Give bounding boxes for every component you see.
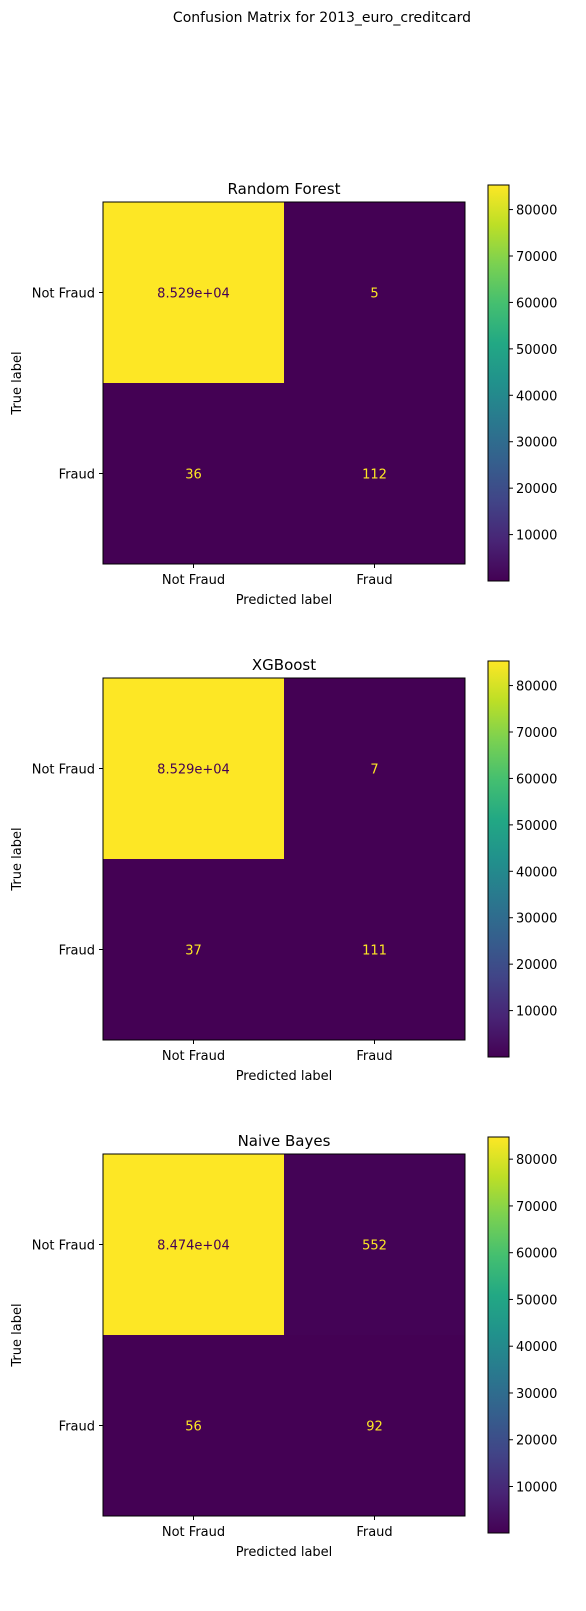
x-tick-label: Fraud (356, 573, 392, 588)
colorbar-tick-label: 30000 (516, 912, 557, 927)
confusion-matrix-panel: Naive Bayes 8.474e+04 552 56 92 Not Fraud Frau… (10, 1132, 557, 1560)
colorbar-tick-label: 40000 (516, 865, 557, 880)
x-tick-label: Not Fraud (162, 1049, 225, 1064)
cell-value-label: 36 (185, 468, 202, 483)
matrix-cell (103, 202, 284, 383)
cell-value-label: 37 (185, 944, 202, 959)
colorbar-tick-label: 10000 (516, 1480, 557, 1495)
matrix-cell (103, 383, 284, 564)
cell-value-label: 92 (366, 1420, 383, 1435)
axes-frame (102, 677, 466, 1041)
y-tick-label: Fraud (59, 1420, 95, 1435)
x-tick-label: Fraud (356, 1525, 392, 1540)
colorbar (487, 184, 510, 582)
colorbar-tick-label: 30000 (516, 1387, 557, 1402)
y-axis-label: True label (10, 351, 25, 415)
colorbar (487, 1136, 510, 1534)
colorbar-tick-label: 40000 (516, 1340, 557, 1355)
colorbar-tick-label: 50000 (516, 1293, 557, 1308)
colorbar-tick-label: 70000 (516, 250, 557, 265)
colorbar-tick-label: 80000 (516, 680, 557, 695)
x-tick-label: Fraud (356, 1049, 392, 1064)
colorbar-tick-label: 70000 (516, 1200, 557, 1215)
panel-title: Random Forest (228, 180, 341, 198)
matrix-cell (103, 678, 284, 859)
x-tick-label: Not Fraud (162, 573, 225, 588)
panel-title: Naive Bayes (238, 1132, 331, 1150)
colorbar-tick-label: 50000 (516, 343, 557, 358)
colorbar-tick-label: 80000 (516, 204, 557, 219)
colorbar-tick-label: 80000 (516, 1153, 557, 1168)
x-axis-label: Predicted label (236, 1069, 333, 1084)
matrix-cell (284, 202, 465, 383)
confusion-matrix-panel: XGBoost 8.529e+04 7 37 111 Not Fraud Fraud Not … (10, 656, 557, 1084)
y-tick-label: Not Fraud (32, 287, 95, 302)
panel-title: XGBoost (252, 656, 316, 674)
colorbar-tick-label: 40000 (516, 389, 557, 404)
matrix-cell (284, 678, 465, 859)
colorbar-tick-label: 10000 (516, 529, 557, 544)
colorbar-tick-label: 60000 (516, 1247, 557, 1262)
matrix-cell (284, 1335, 465, 1516)
cell-value-label: 5 (370, 287, 378, 302)
matrix-cell (284, 1154, 465, 1335)
y-axis-label: True label (10, 1303, 25, 1367)
matrix-cell (284, 859, 465, 1040)
colorbar (487, 660, 510, 1058)
matrix-cell (103, 1335, 284, 1516)
cell-value-label: 56 (185, 1420, 202, 1435)
matrix-cell (284, 383, 465, 564)
colorbar-tick-label: 50000 (516, 819, 557, 834)
cell-value-label: 8.529e+04 (157, 287, 230, 302)
y-tick-label: Not Fraud (32, 1239, 95, 1254)
y-tick-label: Fraud (59, 468, 95, 483)
colorbar-tick-label: 20000 (516, 1434, 557, 1449)
colorbar-tick-label: 60000 (516, 772, 557, 787)
axes-frame (102, 1153, 466, 1517)
axes-frame (102, 201, 466, 565)
cell-value-label: 8.474e+04 (157, 1239, 230, 1254)
cell-value-label: 111 (362, 944, 387, 959)
colorbar-tick-label: 20000 (516, 482, 557, 497)
cell-value-label: 552 (362, 1239, 387, 1254)
y-tick-label: Not Fraud (32, 763, 95, 778)
y-tick-label: Fraud (59, 944, 95, 959)
x-tick-label: Not Fraud (162, 1525, 225, 1540)
cell-value-label: 7 (370, 763, 378, 778)
colorbar-tick-label: 20000 (516, 958, 557, 973)
colorbar-tick-label: 10000 (516, 1005, 557, 1020)
colorbar-tick-label: 30000 (516, 436, 557, 451)
y-axis-label: True label (10, 827, 25, 891)
confusion-matrix-panel: Random Forest 8.529e+04 5 36 112 Not Fraud Fra… (10, 180, 557, 608)
colorbar-tick-label: 70000 (516, 726, 557, 741)
x-axis-label: Predicted label (236, 1545, 333, 1560)
matrix-cell (103, 1154, 284, 1335)
cell-value-label: 112 (362, 468, 387, 483)
figure-suptitle: Confusion Matrix for 2013_euro_creditcar… (173, 10, 471, 26)
colorbar-tick-label: 60000 (516, 296, 557, 311)
matrix-cell (103, 859, 284, 1040)
cell-value-label: 8.529e+04 (157, 763, 230, 778)
x-axis-label: Predicted label (236, 593, 333, 608)
